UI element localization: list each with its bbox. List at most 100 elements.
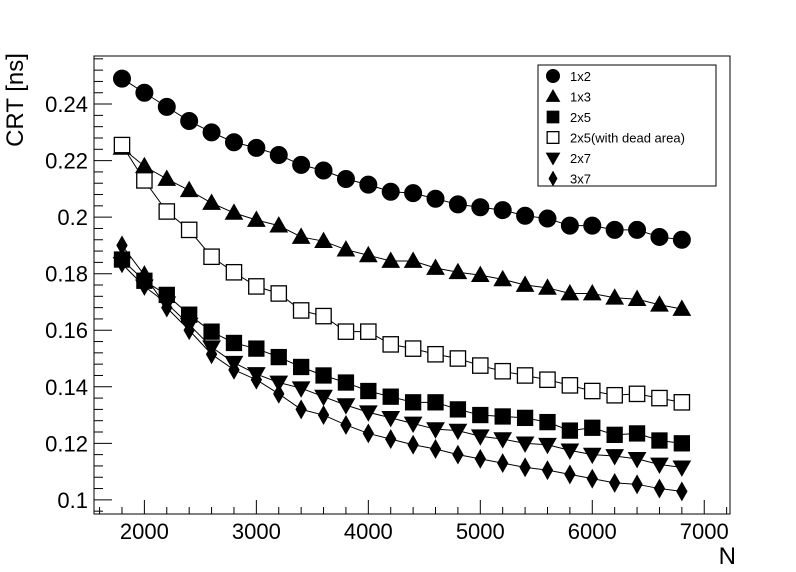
data-point	[673, 394, 691, 411]
data-point	[628, 220, 647, 239]
y-tick-label: 0.14	[45, 375, 88, 400]
data-point	[651, 432, 668, 449]
data-point	[291, 381, 311, 398]
data-point	[360, 323, 377, 340]
data-point	[497, 453, 509, 474]
data-point	[472, 406, 489, 424]
data-point	[382, 336, 400, 353]
legend-marker	[546, 69, 560, 83]
data-point	[179, 180, 199, 198]
data-point	[448, 423, 468, 441]
data-point	[382, 388, 399, 405]
data-point	[472, 357, 489, 374]
y-tick-label: 0.2	[57, 205, 88, 230]
data-point	[403, 416, 423, 434]
data-point	[426, 189, 445, 208]
data-point	[651, 389, 668, 407]
x-tick-label: 2000	[120, 519, 169, 544]
data-point	[138, 265, 151, 286]
legend-marker	[545, 88, 561, 102]
data-point	[583, 382, 601, 400]
data-point	[381, 182, 400, 201]
data-point	[583, 216, 602, 235]
legend: 1x2 1x3 2x5 2x5(with dead area) 2x7 3x7	[537, 64, 717, 187]
data-point	[180, 221, 198, 239]
x-tick-label: 3000	[232, 519, 281, 544]
data-point	[291, 227, 311, 244]
data-point	[427, 345, 444, 363]
x-tick-label: 6000	[568, 519, 617, 544]
data-point	[608, 472, 621, 493]
data-point	[516, 206, 535, 225]
data-point	[337, 374, 355, 391]
series-layer	[112, 69, 692, 502]
data-point	[584, 419, 601, 436]
data-point	[381, 251, 401, 268]
data-point	[273, 383, 285, 404]
data-point	[224, 203, 244, 220]
data-point	[564, 464, 576, 485]
data-point	[493, 432, 513, 449]
legend-marker	[545, 152, 561, 166]
data-point	[494, 362, 511, 380]
data-point	[448, 195, 467, 214]
legend-frame	[537, 64, 717, 187]
data-point	[606, 386, 623, 404]
data-point	[403, 251, 423, 268]
data-point	[650, 457, 669, 475]
data-point	[248, 340, 265, 357]
data-point	[157, 97, 176, 116]
data-point	[541, 460, 554, 481]
data-point	[470, 265, 490, 282]
data-point	[493, 201, 512, 220]
data-point	[561, 377, 579, 394]
data-point	[358, 245, 378, 263]
data-point	[404, 340, 422, 357]
data-point	[539, 371, 556, 389]
data-point	[539, 413, 556, 431]
data-point	[470, 429, 490, 446]
data-point	[336, 398, 356, 415]
y-tick-label: 0.24	[45, 92, 88, 117]
data-point	[538, 437, 557, 455]
data-point	[202, 193, 221, 210]
data-point	[183, 320, 195, 341]
series-1x2	[112, 69, 691, 249]
data-point	[426, 422, 445, 439]
data-point	[315, 307, 332, 325]
data-point	[314, 161, 333, 180]
data-point	[676, 481, 688, 502]
data-point	[673, 435, 691, 452]
data-point	[605, 220, 624, 239]
data-point	[203, 323, 220, 340]
data-point	[605, 288, 625, 305]
data-point	[158, 203, 176, 220]
data-point	[270, 348, 287, 366]
y-tick-label: 0.12	[45, 431, 88, 456]
series-3x7	[116, 235, 688, 502]
series-2x7	[112, 256, 692, 477]
y-tick-label: 0.1	[57, 488, 88, 513]
data-point	[381, 411, 401, 428]
data-point	[515, 275, 535, 292]
data-point	[606, 426, 623, 443]
data-point	[292, 358, 310, 376]
data-point	[112, 256, 132, 274]
data-point	[538, 209, 557, 228]
data-point	[653, 478, 666, 499]
data-point	[582, 283, 602, 301]
data-point	[136, 172, 153, 189]
data-point	[672, 230, 691, 249]
data-point	[516, 409, 534, 427]
data-point	[314, 389, 333, 407]
data-point	[605, 449, 625, 466]
data-point	[161, 297, 173, 318]
data-point	[228, 359, 240, 380]
data-point	[269, 375, 289, 393]
data-point	[362, 423, 375, 444]
data-point	[202, 123, 221, 142]
legend-marker	[548, 170, 558, 187]
data-point	[246, 210, 266, 227]
data-point	[135, 83, 154, 102]
